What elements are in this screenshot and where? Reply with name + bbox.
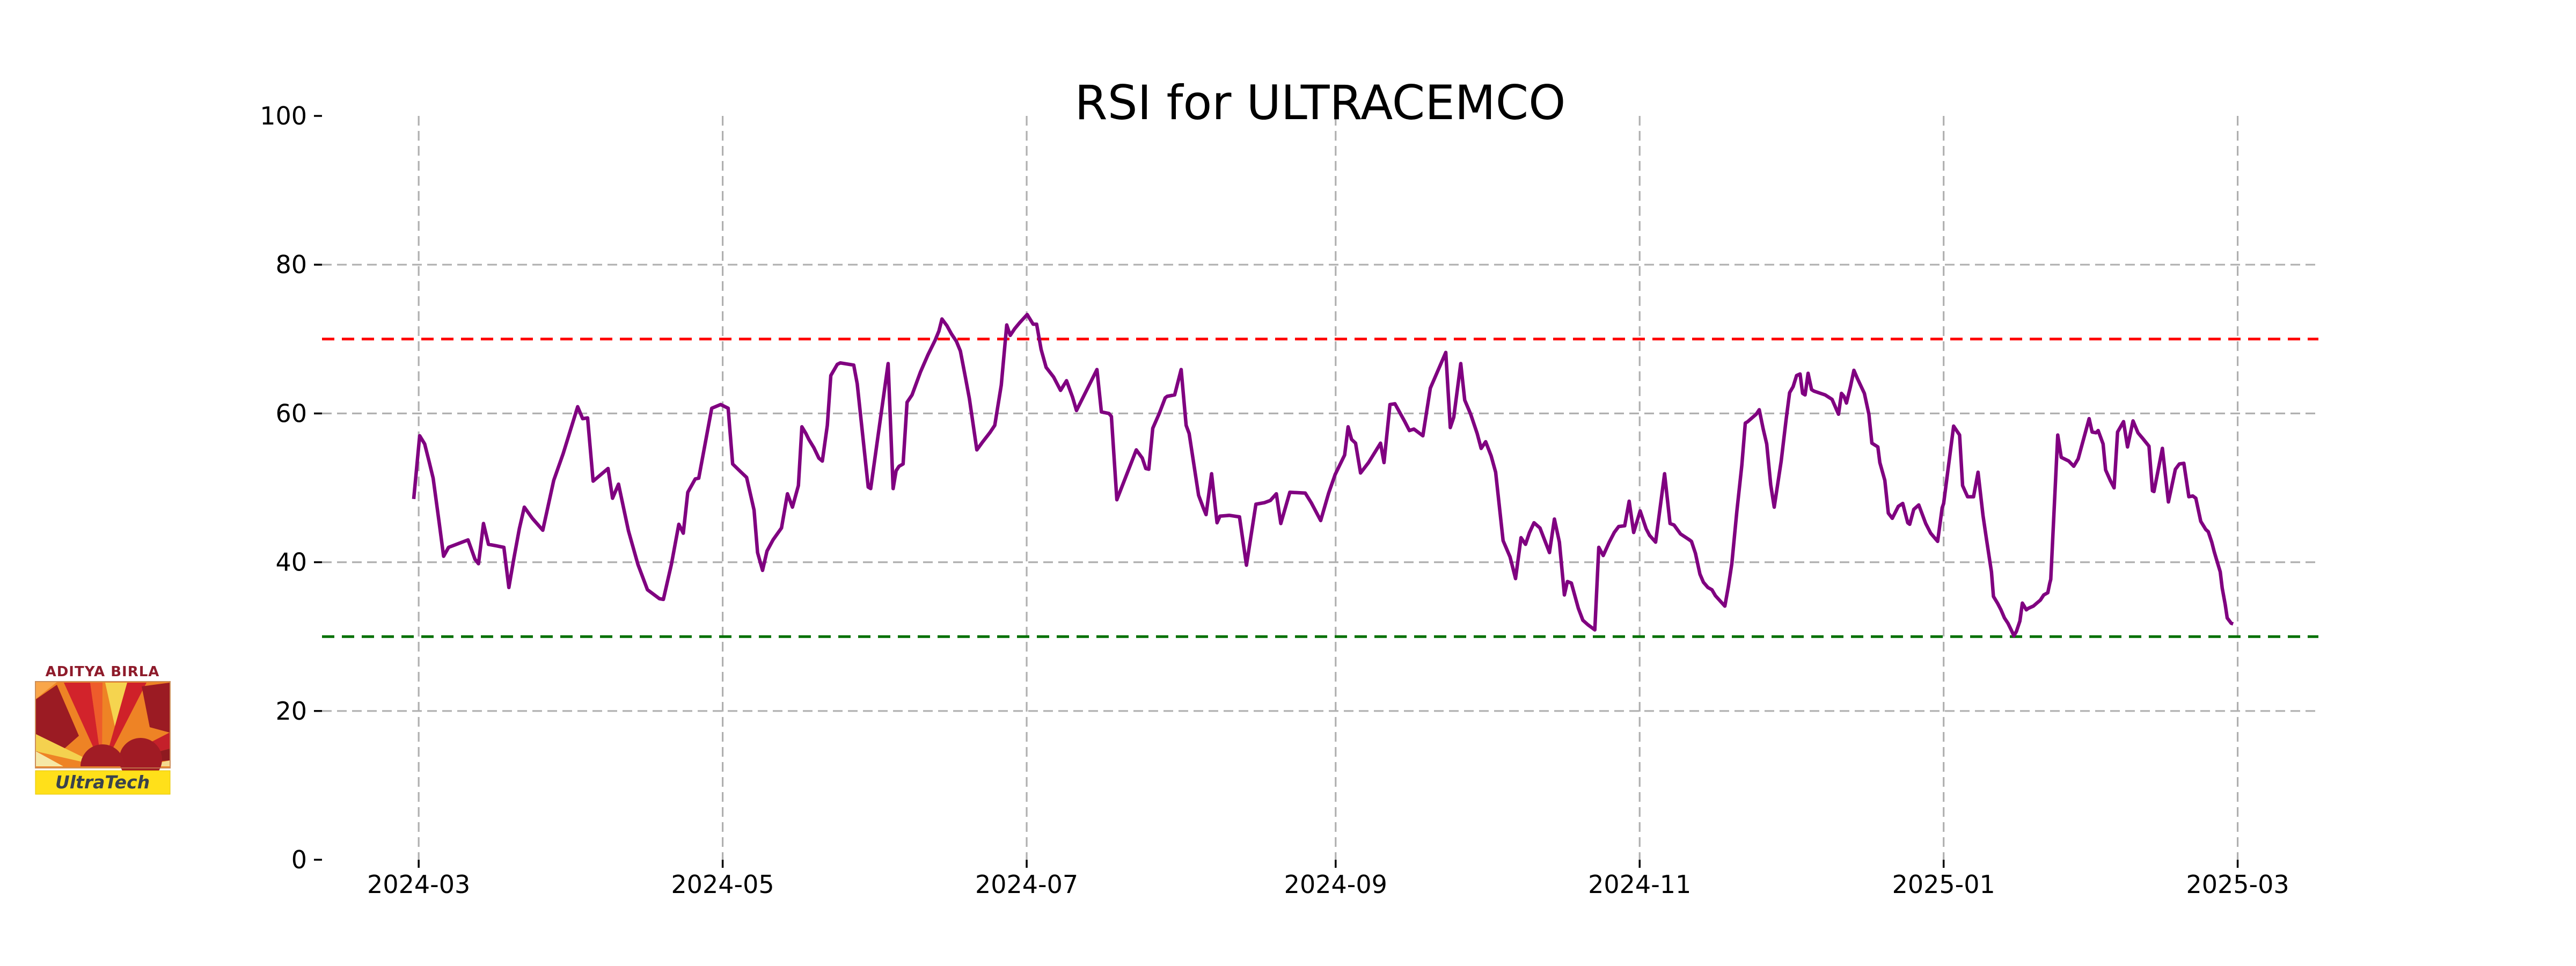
x-tick-label-2024-03: 2024-03 [367, 870, 470, 899]
rsi-series-line [412, 312, 2234, 638]
rsi-line-layer [412, 312, 2234, 638]
y-tick-label-40: 40 [275, 548, 307, 577]
aditya-birla-wordmark: ADITYA BIRLA [46, 664, 160, 680]
y-tick-label-100: 100 [260, 101, 307, 130]
x-tick-label-2024-11: 2024-11 [1588, 870, 1691, 899]
reference-lines-layer [322, 338, 2318, 638]
x-tick-label-2024-07: 2024-07 [975, 870, 1078, 899]
y-tick-label-20: 20 [275, 697, 307, 726]
y-tick-label-80: 80 [275, 250, 307, 279]
x-tick-label-2024-09: 2024-09 [1284, 870, 1387, 899]
ultratech-logo: ADITYA BIRLA UltraTech [35, 664, 171, 795]
grid-layer [322, 116, 2318, 860]
ultratech-wordmark: UltraTech [55, 772, 150, 793]
axis-ticks-layer [314, 115, 2239, 868]
y-tick-label-0: 0 [291, 845, 307, 874]
ultratech-strip: UltraTech [35, 770, 171, 795]
y-tick-label-60: 60 [275, 399, 307, 428]
axis-labels-layer: 0 20 40 60 80 100 2024-03 2024-05 2024-07 2024-09… [260, 101, 2289, 899]
chart-title: RSI for ULTRACEMCO [1075, 75, 1566, 130]
x-tick-label-2024-05: 2024-05 [671, 870, 774, 899]
x-tick-label-2025-03: 2025-03 [2186, 870, 2289, 899]
x-tick-label-2025-01: 2025-01 [1892, 870, 1995, 899]
aditya-birla-emblem-icon [35, 681, 171, 781]
